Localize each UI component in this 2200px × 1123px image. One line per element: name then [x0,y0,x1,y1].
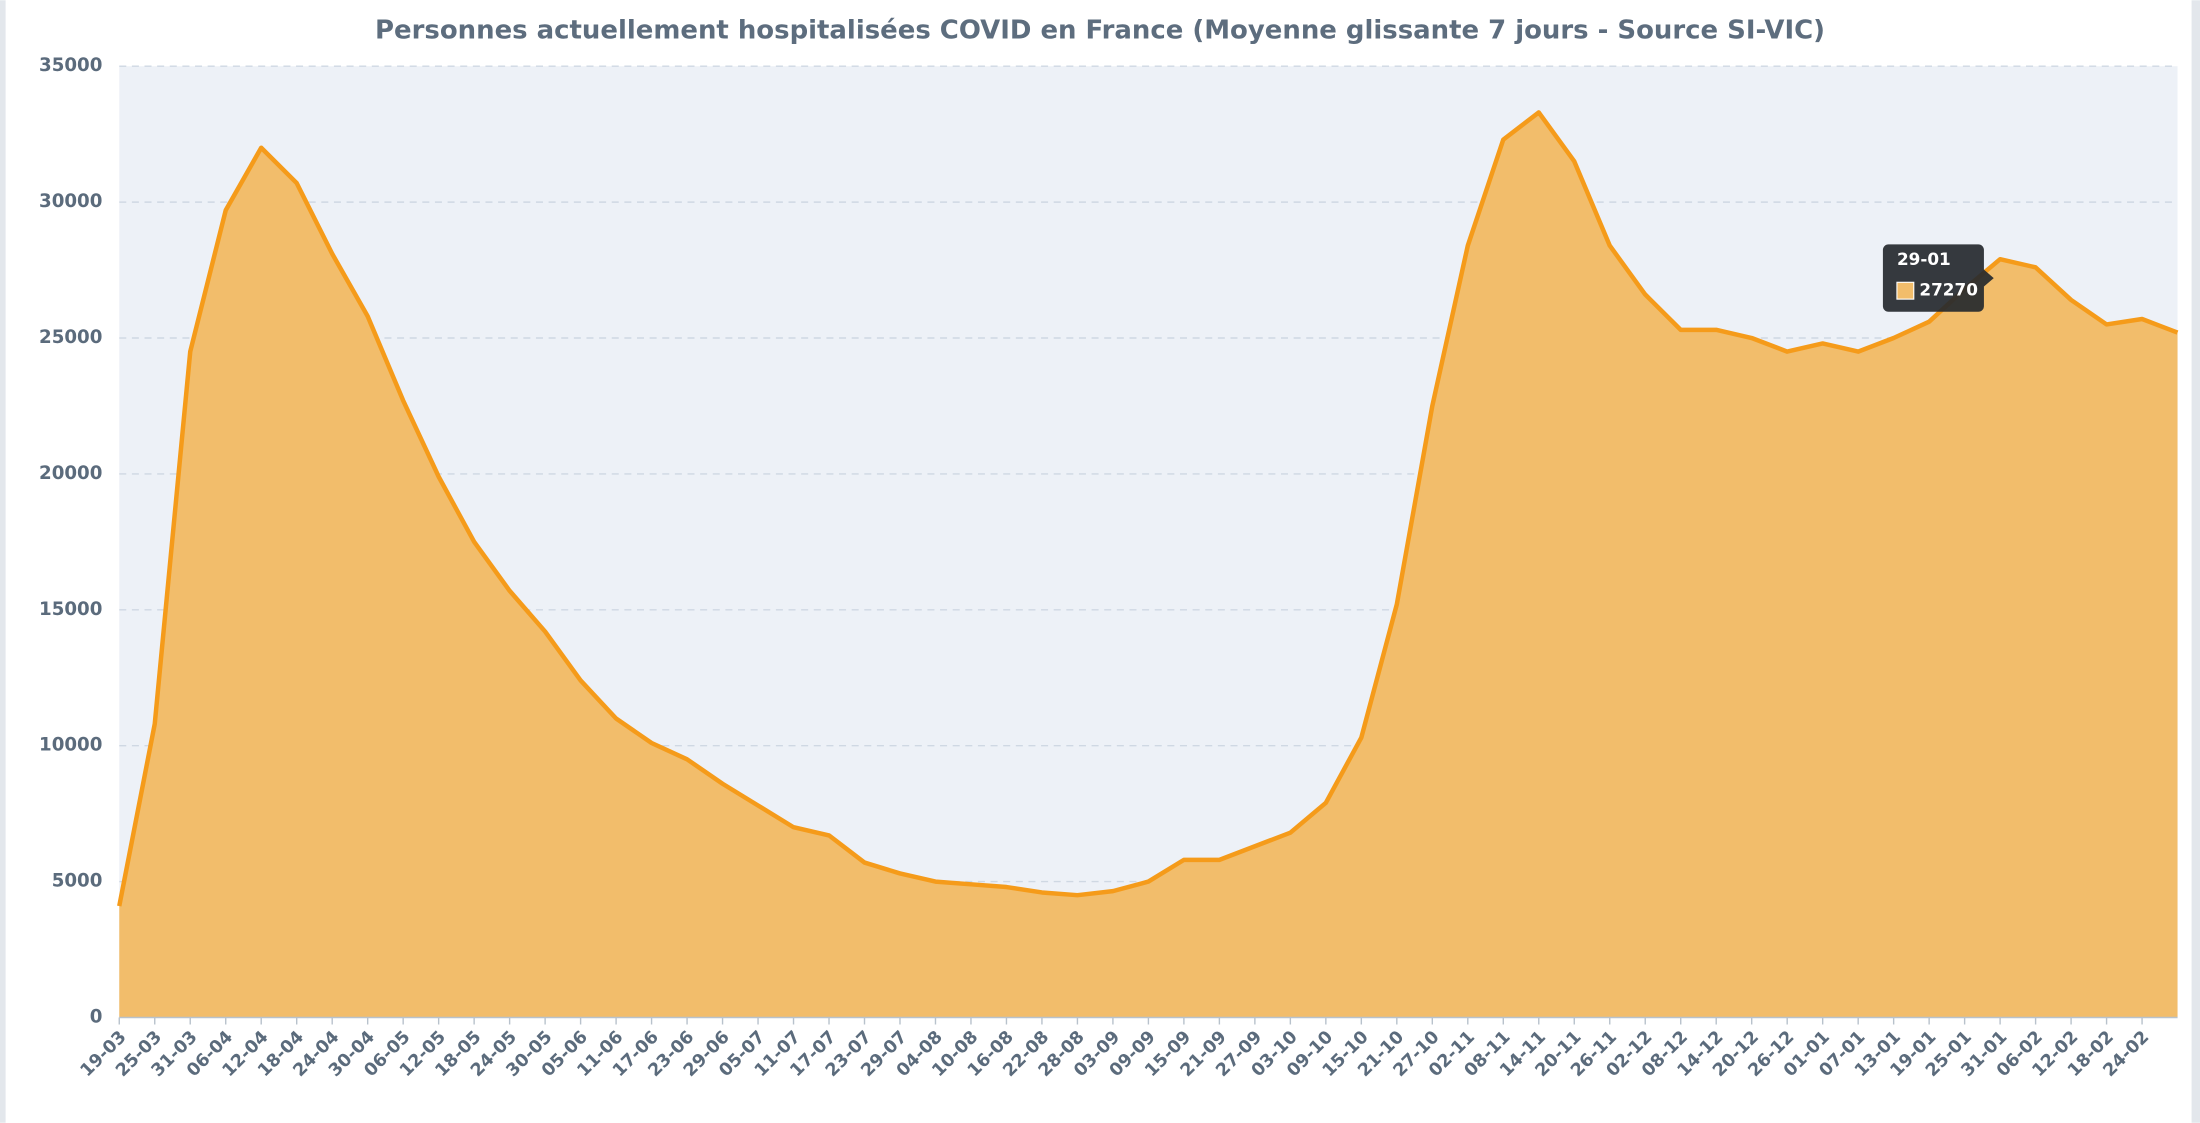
y-tick-label: 20000 [39,463,102,484]
y-tick-label: 0 [90,1006,103,1027]
y-tick-label: 10000 [39,735,102,756]
y-tick-label: 25000 [39,327,102,348]
chart-title: Personnes actuellement hospitalisées COV… [375,16,1825,46]
tooltip-value: 27270 [1919,280,1978,300]
frame-edge [2191,0,2200,1123]
y-tick-label: 15000 [39,599,102,620]
tooltip: 29-01 27270 [1882,244,1994,312]
y-tick-label: 30000 [39,191,102,212]
line [117,110,2179,907]
tooltip-swatch [1896,281,1915,300]
frame-edge [0,0,6,1123]
tooltip-date: 29-01 [1897,249,1951,269]
area-fill [119,112,2178,1018]
y-tick-label: 35000 [39,55,102,76]
y-tick-label: 5000 [52,871,103,892]
